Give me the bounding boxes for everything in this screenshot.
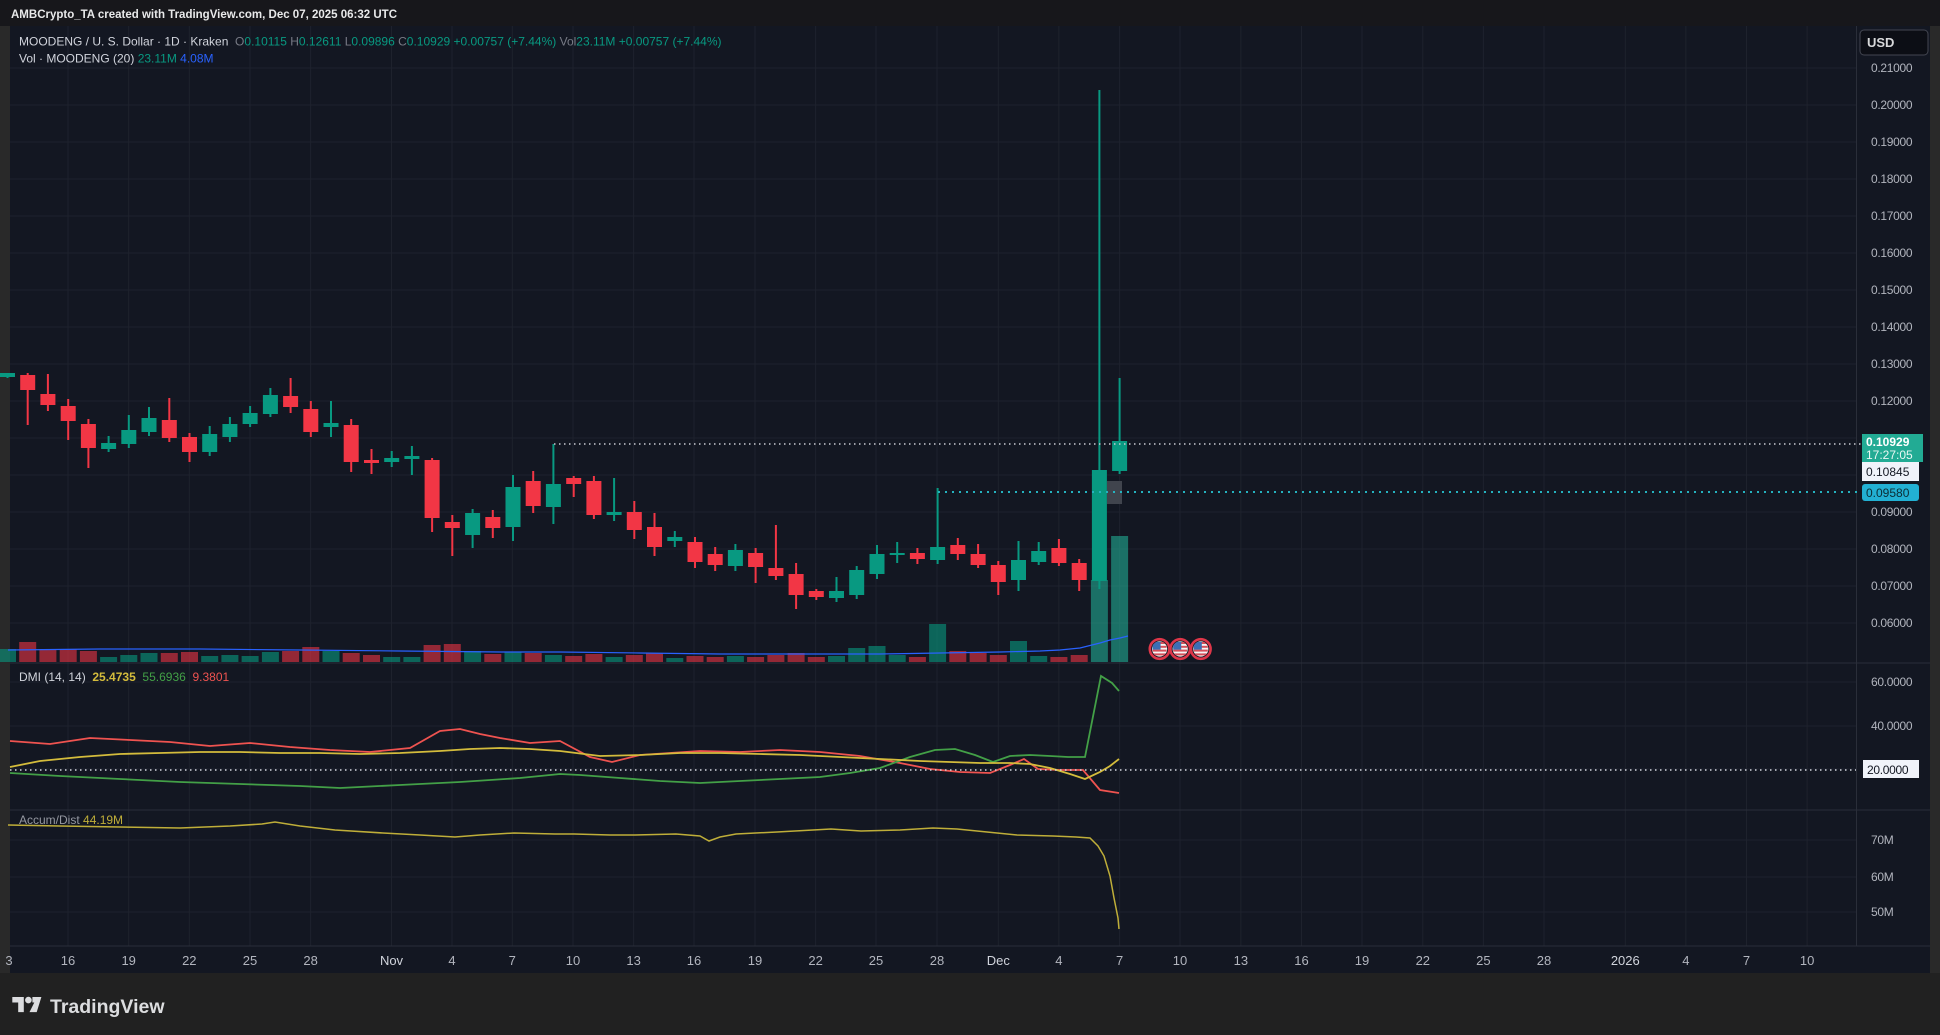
svg-text:0.09000: 0.09000 [1871,505,1913,519]
svg-text:0.10929: 0.10929 [1866,435,1910,449]
svg-text:0.20000: 0.20000 [1871,98,1913,112]
svg-text:10: 10 [566,953,580,968]
svg-text:60M: 60M [1871,870,1894,884]
svg-text:28: 28 [930,953,944,968]
svg-text:0.16000: 0.16000 [1871,246,1913,260]
svg-text:13: 13 [1234,953,1248,968]
svg-text:16: 16 [61,953,75,968]
svg-text:25: 25 [243,953,257,968]
svg-text:10: 10 [1800,953,1814,968]
svg-text:Dec: Dec [987,953,1011,968]
svg-text:16: 16 [687,953,701,968]
svg-text:7: 7 [1743,953,1750,968]
svg-text:25: 25 [1476,953,1490,968]
svg-text:50M: 50M [1871,905,1894,919]
svg-text:0.12000: 0.12000 [1871,394,1913,408]
svg-text:0.10845: 0.10845 [1866,465,1910,479]
svg-text:USD: USD [1867,35,1894,50]
svg-text:Nov: Nov [380,953,404,968]
svg-text:Vol · MOODENG (20) 23.11M 4.08: Vol · MOODENG (20) 23.11M 4.08M [19,52,214,66]
svg-text:0.21000: 0.21000 [1871,61,1913,75]
svg-text:19: 19 [748,953,762,968]
svg-text:4: 4 [1682,953,1689,968]
svg-text:28: 28 [303,953,317,968]
svg-text:40.0000: 40.0000 [1871,719,1913,733]
svg-text:3: 3 [5,953,12,968]
svg-text:16: 16 [1294,953,1308,968]
svg-text:0.07000: 0.07000 [1871,579,1913,593]
svg-text:19: 19 [121,953,135,968]
svg-text:22: 22 [808,953,822,968]
svg-text:13: 13 [626,953,640,968]
svg-text:AMBCrypto_TA created with Trad: AMBCrypto_TA created with TradingView.co… [11,9,397,21]
svg-text:0.17000: 0.17000 [1871,209,1913,223]
svg-text:4: 4 [1055,953,1062,968]
svg-text:20.0000: 20.0000 [1867,763,1909,777]
svg-text:0.14000: 0.14000 [1871,320,1913,334]
svg-text:0.08000: 0.08000 [1871,542,1913,556]
svg-text:28: 28 [1537,953,1551,968]
svg-text:10: 10 [1173,953,1187,968]
svg-text:0.13000: 0.13000 [1871,357,1913,371]
svg-text:DMI (14, 14) 25.4735 55.6936: DMI (14, 14) 25.4735 55.6936 9.3801 [19,670,229,684]
svg-text:0.18000: 0.18000 [1871,172,1913,186]
svg-text:25: 25 [869,953,883,968]
svg-text:7: 7 [1116,953,1123,968]
svg-text:2026: 2026 [1611,953,1640,968]
svg-text:70M: 70M [1871,833,1894,847]
svg-text:0.15000: 0.15000 [1871,283,1913,297]
svg-text:0.06000: 0.06000 [1871,616,1913,630]
svg-text:7: 7 [509,953,516,968]
svg-text:0.09580: 0.09580 [1866,486,1910,500]
svg-text:Accum/Dist 44.19M: Accum/Dist 44.19M [19,813,123,827]
svg-text:22: 22 [182,953,196,968]
svg-text:TradingView: TradingView [50,996,165,1018]
svg-text:22: 22 [1416,953,1430,968]
svg-text:19: 19 [1355,953,1369,968]
svg-text:MOODENG / U. S. Dollar · 1D ·: MOODENG / U. S. Dollar · 1D · Kraken O0.… [19,35,722,49]
svg-text:17:27:05: 17:27:05 [1866,448,1913,462]
svg-text:60.0000: 60.0000 [1871,675,1913,689]
svg-text:0.19000: 0.19000 [1871,135,1913,149]
svg-text:4: 4 [448,953,455,968]
